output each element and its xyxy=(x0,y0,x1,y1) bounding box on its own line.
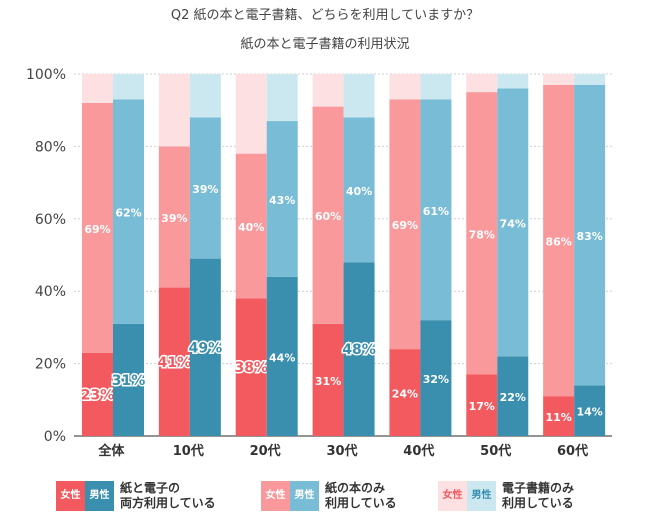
data-label: 40% xyxy=(346,185,372,198)
y-tick-label: 60% xyxy=(35,212,66,228)
data-label: 23% xyxy=(81,387,115,403)
bar-male-segment xyxy=(420,99,452,321)
data-label: 24% xyxy=(392,388,418,401)
data-label: 40% xyxy=(238,221,264,234)
legend-item-both: 女性 男性 紙と電子の 両方利用している xyxy=(56,480,216,512)
bar-female-segment xyxy=(312,106,344,324)
chart-subtitle: 紙の本と電子書籍の利用状況 xyxy=(240,37,410,52)
bar-male-segment xyxy=(343,117,375,263)
bar-female-segment xyxy=(543,74,575,85)
legend-chip-male: 男性 xyxy=(467,481,496,511)
legend-chip-male: 男性 xyxy=(290,481,319,511)
data-label: 49% xyxy=(189,340,223,356)
legend-chip-female: 女性 xyxy=(56,481,85,511)
bar-female-segment xyxy=(82,74,113,103)
bar-male-segment xyxy=(266,74,298,122)
x-tick-label: 全体 xyxy=(97,443,125,459)
legend-item-ebook-only: 女性 男性 電子書籍のみ 利用している xyxy=(438,480,574,512)
bar-female-segment xyxy=(235,298,267,436)
bar-female-segment xyxy=(389,99,421,350)
bar-male-segment xyxy=(113,99,144,324)
bar-female-segment xyxy=(389,349,421,436)
data-label: 31% xyxy=(112,373,146,389)
data-label: 60% xyxy=(315,210,341,223)
stacked-bar-chart: 0% 20% 40% 60% 80% 100% 23% 69% 31% 62% 全体 41% 39% 49… xyxy=(26,67,612,459)
bar-male-segment xyxy=(497,88,529,357)
bar-male-segment xyxy=(343,262,375,436)
y-tick-label: 20% xyxy=(35,357,66,373)
x-tick-label: 20代 xyxy=(250,443,281,459)
data-label: 83% xyxy=(576,230,602,243)
data-label: 61% xyxy=(423,205,449,218)
legend-label: 紙と電子の 両方利用している xyxy=(120,481,216,510)
legend-item-paper-only: 女性 男性 紙の本のみ 利用している xyxy=(261,480,397,512)
data-label: 17% xyxy=(469,400,495,413)
bar-female-segment xyxy=(235,153,267,299)
bar-male-segment xyxy=(113,323,144,436)
bar-male-segment xyxy=(189,117,221,259)
bar-male-segment xyxy=(266,276,298,436)
bar-male-segment xyxy=(189,74,221,118)
bar-female-segment xyxy=(543,396,575,436)
bar-male-segment xyxy=(113,74,144,100)
bar-female-segment xyxy=(82,352,113,436)
legend-chip-male: 男性 xyxy=(85,481,114,511)
data-label: 69% xyxy=(392,219,418,232)
legend-label: 紙の本のみ 利用している xyxy=(325,481,397,510)
data-label: 48% xyxy=(342,342,376,358)
bar-male-segment xyxy=(266,121,298,277)
x-tick-label: 10代 xyxy=(173,443,204,459)
data-label: 31% xyxy=(315,375,341,388)
y-tick-label: 40% xyxy=(35,284,66,300)
x-tick-label: 60代 xyxy=(557,443,588,459)
legend-label: 電子書籍のみ 利用している xyxy=(502,481,575,510)
x-tick-label: 30代 xyxy=(326,443,357,459)
bar-female-segment xyxy=(235,74,267,154)
data-label: 11% xyxy=(545,411,571,424)
bar-male-segment xyxy=(574,74,606,85)
bar-female-segment xyxy=(389,74,421,100)
bar-male-segment xyxy=(343,74,375,118)
bar-female-segment xyxy=(312,74,344,107)
chart-title: Q2 紙の本と電子書籍、どちらを利用していますか？ xyxy=(170,8,480,23)
bar-female-segment xyxy=(466,92,498,375)
data-label: 14% xyxy=(576,406,602,419)
legend-chip-female: 女性 xyxy=(438,481,467,511)
data-label: 74% xyxy=(500,217,526,230)
data-label: 62% xyxy=(115,207,141,220)
data-label: 44% xyxy=(269,351,295,364)
data-label: 38% xyxy=(234,360,268,376)
data-label: 78% xyxy=(469,228,495,241)
data-label: 22% xyxy=(500,391,526,404)
bar-female-segment xyxy=(158,146,190,288)
bar-male-segment xyxy=(574,84,606,386)
data-label: 86% xyxy=(545,236,571,249)
bar-male-segment xyxy=(420,74,452,100)
data-label: 69% xyxy=(84,223,110,236)
legend-chip-female: 女性 xyxy=(261,481,290,511)
x-tick-label: 50代 xyxy=(480,443,511,459)
bar-male-segment xyxy=(574,385,606,436)
bar-male-segment xyxy=(189,258,221,436)
x-tick-label: 40代 xyxy=(403,443,434,459)
data-label: 41% xyxy=(158,355,192,371)
bar-female-segment xyxy=(466,374,498,436)
y-tick-label: 100% xyxy=(26,67,66,83)
bar-female-segment xyxy=(158,287,190,436)
data-label: 32% xyxy=(423,373,449,386)
bar-female-segment xyxy=(82,102,113,353)
y-tick-label: 0% xyxy=(44,429,66,445)
bar-female-segment xyxy=(543,84,575,397)
data-label: 39% xyxy=(161,212,187,225)
data-label: 43% xyxy=(269,194,295,207)
bar-female-segment xyxy=(466,74,498,93)
y-tick-label: 80% xyxy=(35,139,66,155)
bar-male-segment xyxy=(497,356,529,436)
bar-female-segment xyxy=(312,323,344,436)
bar-female-segment xyxy=(158,74,190,147)
bar-male-segment xyxy=(497,74,529,89)
bar-male-segment xyxy=(420,320,452,436)
data-label: 39% xyxy=(192,183,218,196)
